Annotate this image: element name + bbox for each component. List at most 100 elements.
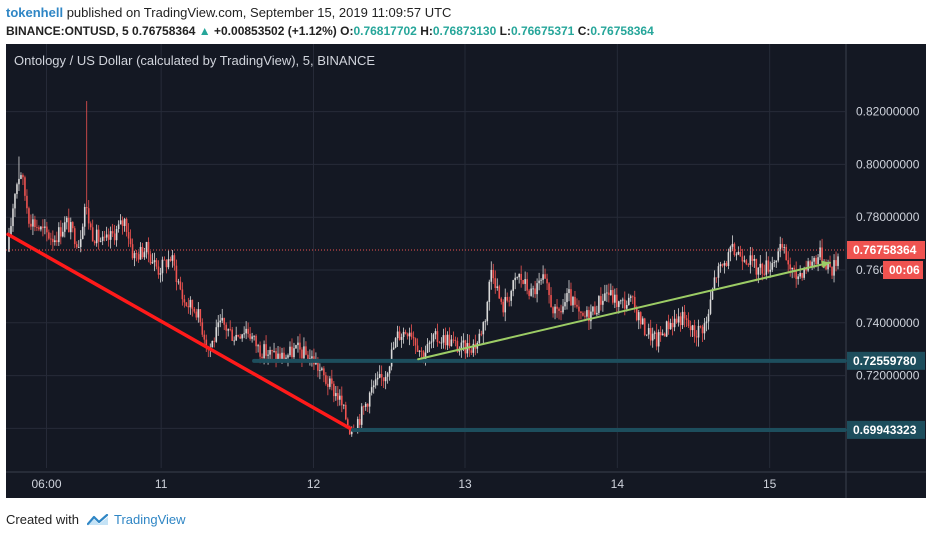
candle-body [197,309,200,318]
candle-body [653,332,656,334]
candle-body [331,378,333,384]
candle-body [155,260,158,267]
candle-body [737,251,740,255]
candle-body [436,331,439,342]
candle-body [576,304,578,307]
candle-body [201,322,204,335]
candle-body [69,222,72,233]
candle-body [229,329,232,331]
candle-body [452,339,455,341]
candle-body [223,317,226,325]
candle-body [540,279,542,281]
symbol-info: BINANCE:ONTUSD, 5 0.76758364 ▲ +0.008535… [6,22,926,40]
candle-body [153,260,156,263]
candle-body [450,339,453,347]
candle-body [470,350,473,353]
candle-body [63,222,66,232]
candle-body [87,208,90,224]
candle-body [241,334,243,339]
candle-body [426,344,429,353]
chart-area[interactable]: 0.72000000 0.74000000 0.760 0.78000000 0.800… [6,44,926,498]
candle-body [131,244,134,259]
candle-body [723,263,726,266]
candle-body [482,322,485,335]
candle-body [191,299,194,309]
candle-body [107,234,110,240]
candle-body [335,393,337,397]
green-uptrend-line[interactable] [417,261,831,361]
green-trendline-arrowhead [821,260,830,269]
candle-body [490,269,493,282]
candle-body [237,334,239,337]
candle-body [38,227,40,230]
candle-body [745,260,748,265]
candle-body [151,262,154,264]
candle-body [715,277,718,279]
candle-body [91,227,94,242]
candle-body [528,290,530,296]
candle-body [472,343,475,353]
candle-body [103,236,106,238]
candle-body [173,255,176,266]
candle-body [799,272,801,277]
candle-body [610,290,612,296]
y-tick-label: 0.72000000 [856,369,920,383]
candle-body [448,334,451,347]
candle-body [693,325,696,337]
candle-body [765,260,768,275]
candle-body [502,301,505,313]
red-downtrend-line[interactable] [6,232,355,432]
candle-body [669,323,672,330]
candle-body [333,383,335,397]
candle-body [161,259,164,274]
candle-body [287,355,289,358]
price-label-support-box [847,420,925,439]
candle-body [341,395,343,406]
candle-body [484,321,487,323]
candle-body [81,226,84,239]
tradingview-brand[interactable]: TradingView [114,512,186,527]
candle-body [50,238,52,240]
candle-body [263,344,265,359]
candle-body [751,255,754,261]
candle-body [34,219,36,228]
low-value: 0.76675371 [510,24,575,38]
candle-body [273,351,275,352]
low-key: L: [499,24,511,38]
candle-body [598,296,600,313]
candle-body [65,217,68,223]
candle-body [606,292,608,294]
candle-body [394,338,397,348]
candle-body [28,208,30,224]
candle-body [675,318,678,323]
candle-body [289,346,291,356]
candle-body [247,328,249,334]
candle-body [412,336,415,339]
candle-body [793,267,795,270]
candle-body [789,264,791,270]
candle-body [342,404,345,406]
candle-body [307,354,309,361]
candle-body [275,351,277,360]
price-chart[interactable]: 0.72000000 0.74000000 0.760 0.78000000 0.800… [6,44,926,498]
candle-body [512,280,514,291]
candle-body [608,292,610,296]
author-name[interactable]: tokenhell [6,5,64,20]
candle-body [337,393,339,400]
candle-body [71,222,74,229]
candle-body [261,356,263,359]
candle-body [777,251,780,261]
candle-body [538,280,540,284]
candle-body [803,268,805,278]
y-tick-label: 0.80000000 [856,157,920,171]
candle-body [398,331,401,340]
candle-body [564,302,566,307]
candle-body [637,312,640,321]
candle-body [350,430,353,435]
candle-body [360,406,363,425]
candle-body [514,277,516,281]
candle-body [590,311,592,322]
candle-body [548,283,550,296]
candle-body [267,354,269,356]
candle-body [77,246,80,248]
